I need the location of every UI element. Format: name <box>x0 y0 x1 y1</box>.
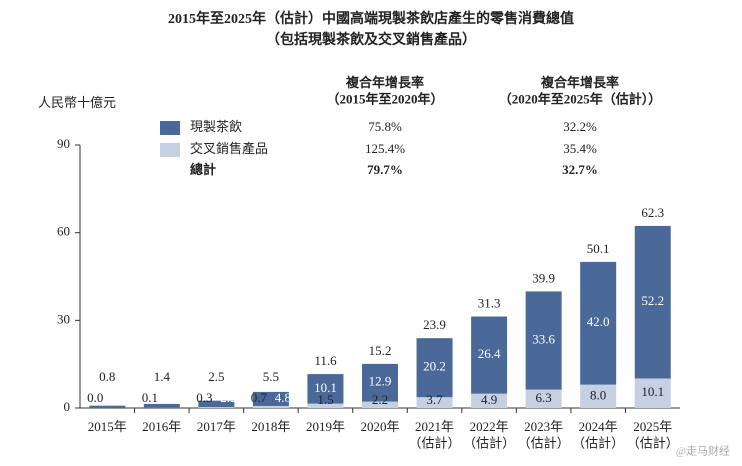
value-label: 0.0 <box>87 390 103 405</box>
x-tick-label: 2019年 <box>306 419 345 434</box>
total-label: 23.9 <box>423 317 446 332</box>
total-label: 2.5 <box>208 369 224 384</box>
x-tick-label: 2024年（估計） <box>572 419 624 450</box>
x-tick-label: 2018年 <box>251 419 290 434</box>
bar-segment <box>525 389 562 408</box>
watermark: @走马财经 <box>676 444 730 458</box>
chart-title: 2015年至2025年（估計）中國高端現製茶飲店產生的零售消費總值 <box>168 10 574 27</box>
value-label: 1.5 <box>317 392 333 407</box>
value-label: 4.8 <box>275 390 291 405</box>
bar-segment <box>580 261 617 385</box>
total-label: 39.9 <box>532 270 555 285</box>
value-label: 33.6 <box>532 331 555 346</box>
legend-swatch <box>160 121 180 135</box>
x-tick-label: 2023年（估計） <box>518 419 570 450</box>
value-label: 52.2 <box>641 293 664 308</box>
total-label: 31.3 <box>478 296 501 311</box>
total-label: 11.6 <box>314 353 337 368</box>
value-label: 0.7 <box>251 390 268 405</box>
value-label: 8.0 <box>590 387 606 402</box>
bar-segment <box>198 407 235 408</box>
y-tick-label: 60 <box>57 224 70 239</box>
value-label: 3.7 <box>426 392 443 407</box>
y-tick-label: 90 <box>57 136 70 151</box>
bar-segment <box>143 403 180 408</box>
bar-segment <box>89 405 126 408</box>
bar-segment <box>580 384 617 408</box>
value-label: 0.3 <box>196 390 212 405</box>
cagr-value: 75.8% <box>368 119 402 134</box>
value-label: 0.8 <box>111 390 127 405</box>
y-tick-label: 30 <box>57 311 70 326</box>
value-label: 10.1 <box>314 380 337 395</box>
bar-segment <box>307 374 344 404</box>
cagr-header: 複合年增長率（2015年至2020年） <box>326 75 443 106</box>
bar-segment <box>471 393 508 408</box>
value-label: 0.1 <box>142 390 158 405</box>
bar-segment <box>198 400 235 408</box>
bar-segment <box>471 316 508 394</box>
value-label: 12.9 <box>369 374 392 389</box>
cagr-header: 複合年增長率（2020年至2025年（估計）） <box>499 75 662 106</box>
value-label: 42.0 <box>587 314 610 329</box>
legend-swatch <box>160 143 180 157</box>
total-label: 62.3 <box>641 205 664 220</box>
total-label: 0.8 <box>99 369 115 384</box>
cagr-value: 32.2% <box>563 119 597 134</box>
bar-segment <box>525 291 562 390</box>
value-label: 4.9 <box>481 392 497 407</box>
total-label: 15.2 <box>369 343 392 358</box>
x-tick-label: 2020年 <box>360 419 399 434</box>
value-label: 2.2 <box>372 392 388 407</box>
cagr-value: 35.4% <box>563 141 597 156</box>
bar-segment <box>252 405 289 408</box>
legend-label: 現製茶飲 <box>190 119 242 134</box>
cagr-value: 32.7% <box>562 162 598 177</box>
legend-label: 交叉銷售產品 <box>190 141 268 156</box>
value-label: 10.1 <box>641 384 664 399</box>
bar-segment <box>362 401 398 408</box>
cagr-value: 125.4% <box>365 141 405 156</box>
x-tick-label: 2017年 <box>197 419 236 434</box>
total-label: 50.1 <box>587 241 610 256</box>
y-tick-label: 0 <box>64 399 71 414</box>
bar-segment <box>362 363 398 402</box>
x-tick-label: 2025年（估計） <box>627 419 679 450</box>
bar-segment <box>416 397 453 408</box>
total-label: 1.4 <box>154 369 171 384</box>
total-label: 5.5 <box>263 369 279 384</box>
value-label: 20.2 <box>423 359 446 374</box>
bar-segment <box>416 338 453 398</box>
x-tick-label: 2015年 <box>88 419 127 434</box>
value-label: 1.3 <box>166 390 182 405</box>
x-tick-label: 2016年 <box>142 419 181 434</box>
y-axis-label: 人民幣十億元 <box>38 95 116 110</box>
bar-segment <box>634 378 671 408</box>
cagr-row-label: 總計 <box>190 162 216 177</box>
x-tick-label: 2022年（估計） <box>463 419 515 450</box>
x-tick-label: 2021年（估計） <box>409 419 461 450</box>
bar-segment <box>634 225 671 379</box>
bar-segment <box>252 391 289 406</box>
value-label: 6.3 <box>536 390 552 405</box>
cagr-value: 79.7% <box>367 162 403 177</box>
value-label: 26.4 <box>478 346 501 361</box>
chart-subtitle: （包括現製茶飲及交叉銷售產品） <box>266 31 476 48</box>
value-label: 2.2 <box>220 390 236 405</box>
bar-segment <box>307 403 344 408</box>
